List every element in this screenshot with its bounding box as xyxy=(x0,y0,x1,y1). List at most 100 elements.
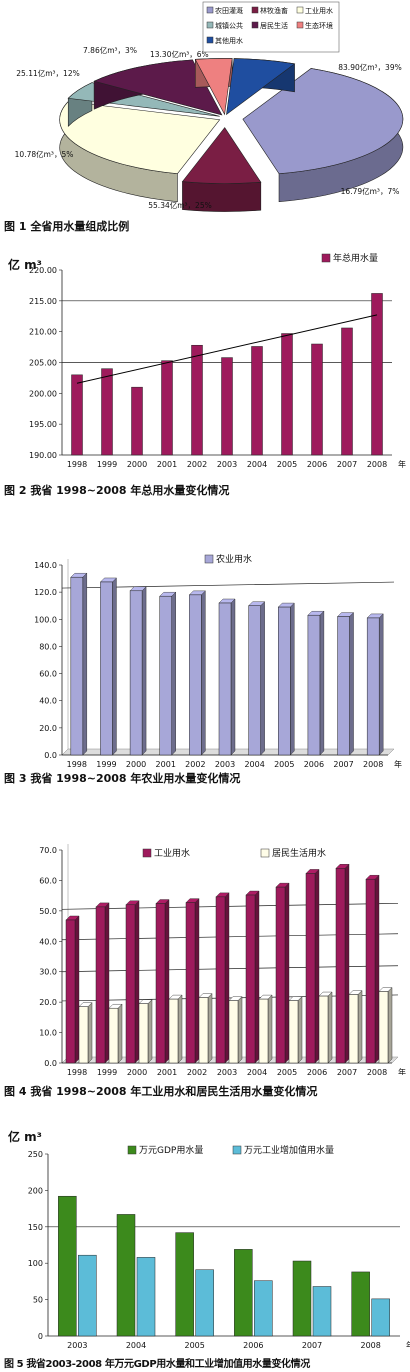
x-tick-label: 2003 xyxy=(217,1068,237,1075)
unit-label-figure-5: 亿 m³ xyxy=(8,1130,42,1144)
legend-swatch xyxy=(127,1145,137,1155)
bar-2004-1 xyxy=(245,894,256,1064)
bar-2005-2 xyxy=(195,1269,214,1337)
pie-slice-label: 13.30亿m³，6% xyxy=(150,49,209,59)
figure-2: 190.00 195.00 200.00 205.00 210.00 215.00 220.… xyxy=(0,250,410,478)
bar-2006-2 xyxy=(254,1280,273,1337)
bar-2005-1 xyxy=(275,886,286,1064)
pie-slice-label: 83.90亿m³，39% xyxy=(338,62,401,72)
bar-2004-2 xyxy=(136,1257,156,1337)
x-tick-label: 2000 xyxy=(126,760,146,769)
bar-2008-1 xyxy=(365,878,376,1064)
figure-3: 0.0 20.0 40.0 60.0 80.0 100.0 120.0 140.0 1998 19… xyxy=(0,540,410,770)
x-unit-label: 年 xyxy=(398,459,406,469)
x-tick-label: 1999 xyxy=(96,760,116,769)
x-tick-label: 2007 xyxy=(333,760,353,769)
legend-swatch xyxy=(296,21,304,29)
bar-side xyxy=(141,586,147,756)
pie-slice-7 xyxy=(226,58,296,116)
bar-2000-1 xyxy=(125,904,136,1064)
bar-2005-1 xyxy=(278,606,291,756)
x-tick-label: 2007 xyxy=(337,460,357,469)
bar-side xyxy=(87,1002,93,1064)
bar-2004-1 xyxy=(251,346,263,456)
y-tick-label: 150 xyxy=(28,1223,43,1232)
bar-2007-2 xyxy=(348,994,359,1064)
bar-2007-1 xyxy=(341,327,353,456)
y-tick-label: 190.00 xyxy=(29,451,57,460)
bar-side xyxy=(374,874,380,1064)
bar-2008-1 xyxy=(366,617,380,756)
bar-side xyxy=(201,590,206,756)
bar-2005-1 xyxy=(281,333,293,456)
y-tick-label: 120.0 xyxy=(34,588,57,597)
x-tick-label: 2007 xyxy=(337,1068,357,1075)
legend-label: 万元工业增加值用水量 xyxy=(244,1144,334,1156)
x-tick-label: 2000 xyxy=(127,460,147,469)
y-tick-label: 200 xyxy=(28,1186,43,1195)
caption-figure-2: 图 2 我省 1998~2008 年总用水量变化情况 xyxy=(4,484,230,497)
bar-2004-1 xyxy=(248,605,261,756)
bar-2006-2 xyxy=(318,995,329,1064)
legend-swatch xyxy=(321,253,331,263)
y-tick-label: 20.0 xyxy=(39,998,57,1007)
bar-2007-1 xyxy=(337,616,350,756)
y-tick-label: 0 xyxy=(38,1332,43,1341)
y-tick-label: 100.0 xyxy=(34,615,57,624)
bar-1998-1 xyxy=(65,919,76,1064)
bar-side xyxy=(207,993,213,1064)
legend-label: 其他用水 xyxy=(215,36,243,45)
bar-side xyxy=(224,892,230,1064)
x-tick-label: 2003 xyxy=(215,760,235,769)
bar-side xyxy=(177,994,183,1064)
x-tick-label: 2008 xyxy=(360,1341,380,1350)
bar-2000-1 xyxy=(131,386,143,456)
bar-2007-2 xyxy=(312,1286,332,1337)
y-tick-label: 70.0 xyxy=(39,846,57,855)
bar-2002-1 xyxy=(185,902,196,1064)
y-tick-label: 50.0 xyxy=(39,907,57,916)
x-unit-label: 年 xyxy=(394,759,402,769)
y-tick-label: 250 xyxy=(28,1150,43,1159)
bar-2001-1 xyxy=(159,595,172,756)
industry-residential-bar-chart: 0.0 10.0 20.0 30.0 40.0 50.0 60.0 70.0 1998 1999 2… xyxy=(39,844,406,1075)
bar-2002-1 xyxy=(189,594,202,756)
bar-2000-2 xyxy=(138,1003,149,1064)
pie-slice-3 xyxy=(59,101,221,175)
bar-2004-1 xyxy=(116,1214,136,1337)
bar-2006-1 xyxy=(311,343,323,456)
legend-label: 农业用水 xyxy=(216,553,252,565)
x-unit-label: 年 xyxy=(398,1067,406,1075)
legend-label: 工业用水 xyxy=(305,6,333,15)
y-tick-label: 205.00 xyxy=(29,359,57,368)
bar-2008-1 xyxy=(371,293,383,456)
y-tick-label: 0.0 xyxy=(44,1059,57,1068)
trendline xyxy=(76,314,378,384)
x-tick-label: 2003 xyxy=(217,460,237,469)
bar-side xyxy=(147,999,153,1064)
y-tick-label: 100 xyxy=(28,1259,43,1268)
bar-side xyxy=(260,601,265,756)
bar-2006-1 xyxy=(305,873,316,1064)
bar-side xyxy=(134,900,140,1064)
bar-2005-1 xyxy=(175,1232,194,1337)
y-tick-label: 210.00 xyxy=(29,328,57,337)
legend-swatch xyxy=(260,848,270,858)
bar-2003-2 xyxy=(78,1254,97,1337)
caption-figure-4: 图 4 我省 1998~2008 年工业用水和居民生活用水量变化情况 xyxy=(4,1085,318,1098)
x-tick-label: 2004 xyxy=(126,1341,146,1350)
total-water-bar-chart: 190.00 195.00 200.00 205.00 210.00 215.00 220.… xyxy=(29,252,406,469)
x-tick-label: 2002 xyxy=(185,760,205,769)
bar-side xyxy=(230,598,236,756)
bar-2006-1 xyxy=(307,614,321,756)
y-tick-label: 30.0 xyxy=(39,968,57,977)
x-tick-label: 2005 xyxy=(277,460,297,469)
x-tick-label: 1998 xyxy=(67,460,87,469)
bar-2003-1 xyxy=(218,602,232,756)
x-tick-label: 1998 xyxy=(67,760,87,769)
caption-figure-5: 图 5 我省2003-2008 年万元GDP用水量和工业增加值用水量变化情况 xyxy=(4,1359,310,1370)
x-tick-label: 2008 xyxy=(367,1068,387,1075)
bar-1999-1 xyxy=(95,906,106,1064)
bar-side xyxy=(82,572,88,756)
legend-swatch xyxy=(142,848,152,858)
